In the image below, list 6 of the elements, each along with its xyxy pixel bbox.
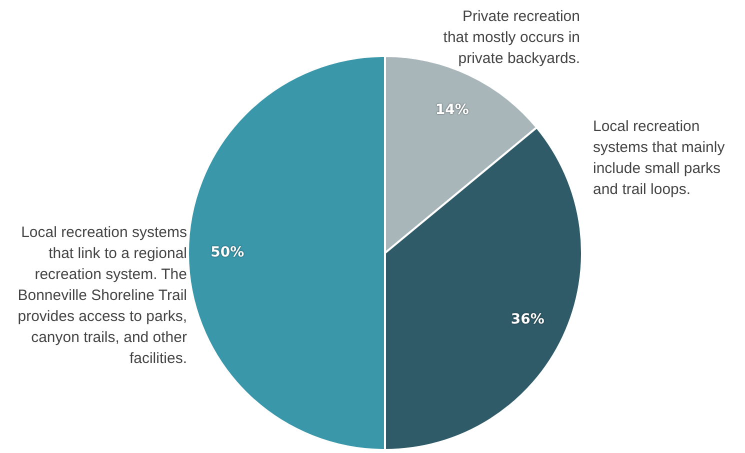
data-label: 50% [210,244,244,261]
slice-label: Local recreation systems that mainly include small parks and trail loops. [593,117,726,200]
data-label: 36% [510,312,544,328]
data-label: 14% [435,102,469,118]
slice-label: Private recreation that mostly occurs in private backyards. [442,7,580,69]
slice-label: Local recreation systems that link to a regional recreation system. The Bonneville Shoreline Trail provides access to parks, canyon trails, and other facilities. [16,223,187,369]
